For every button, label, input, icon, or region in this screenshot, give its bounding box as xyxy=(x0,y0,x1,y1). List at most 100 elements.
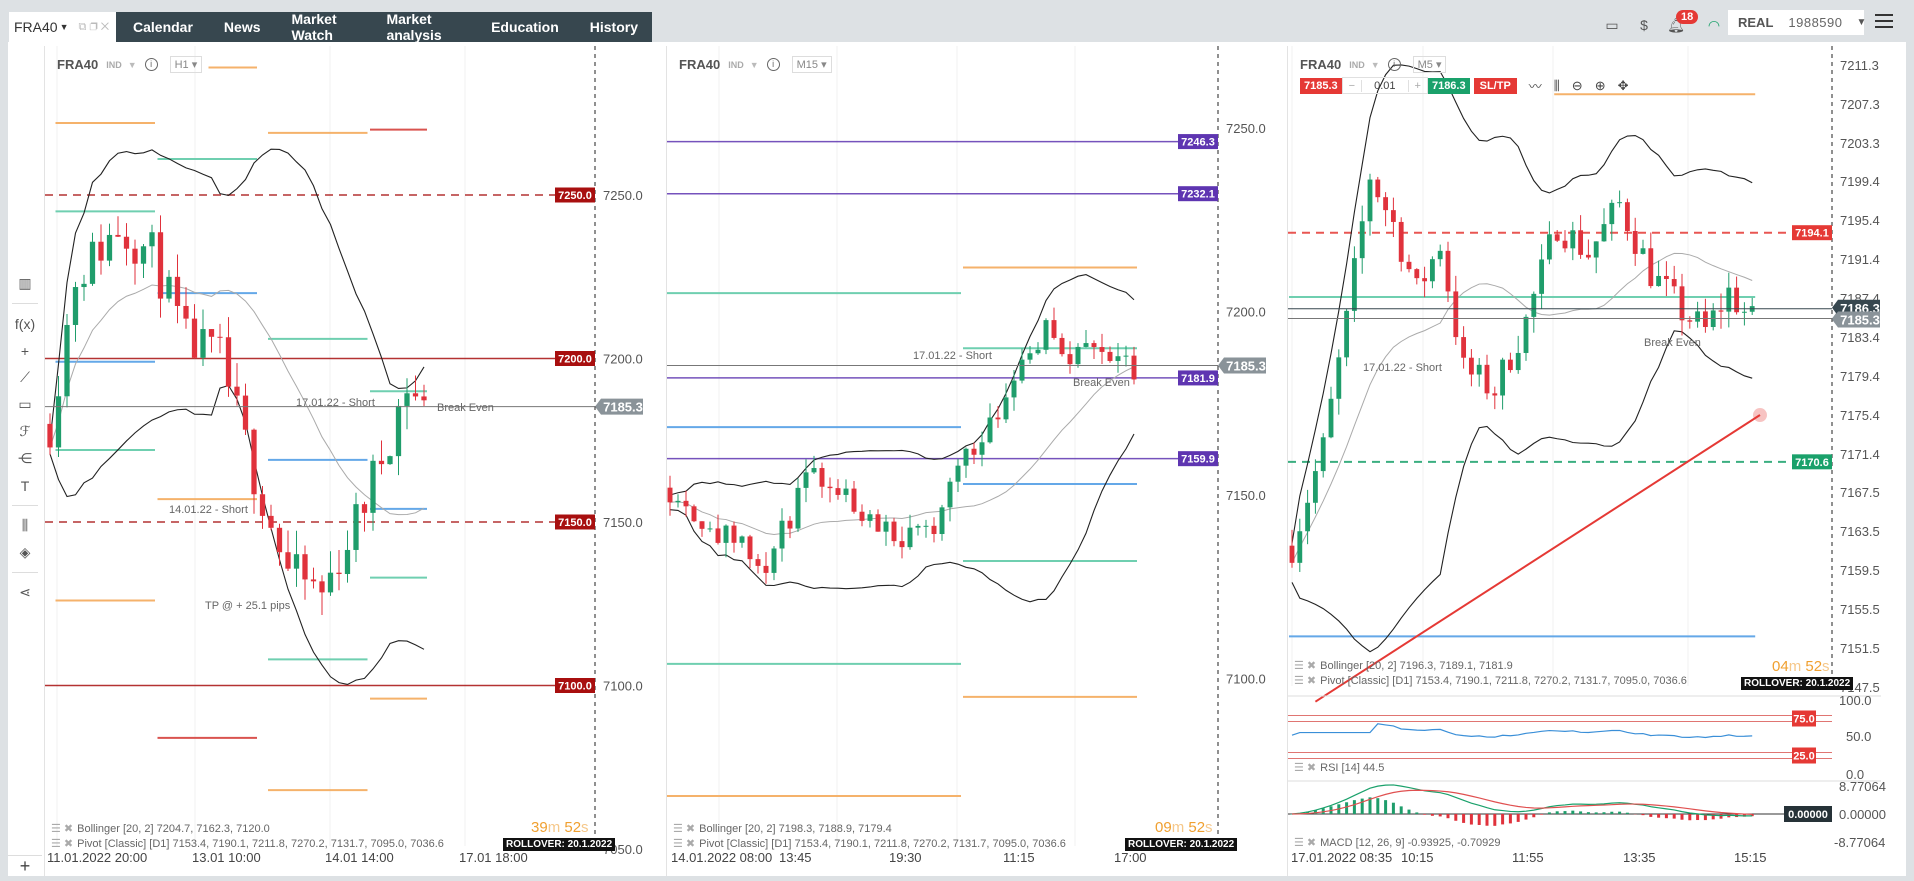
bollinger-legend[interactable]: ☰ ✖ Bollinger [20, 2] 7198.3, 7188.9, 717… xyxy=(673,822,892,835)
info-icon[interactable]: i xyxy=(766,58,780,71)
chart-panel-m5[interactable]: 7194.1 7170.6 7185.3 7211.3 7207.3 7203.3 7199… xyxy=(1287,46,1886,876)
drawing-toolbar: ▥ f(x) + ⟋ ▭ ℱ ⋲ T ⫼ ◈ ⋖ xyxy=(8,270,42,620)
settings-x-icon[interactable]: ☰ ✖ xyxy=(1294,675,1317,687)
chart-symbol[interactable]: FRA40 xyxy=(57,57,99,72)
candle-body xyxy=(217,336,223,338)
candle-body xyxy=(899,541,905,548)
chevron-down-icon[interactable]: ▼ xyxy=(1370,59,1380,70)
layers-icon[interactable]: ◈ xyxy=(19,544,31,560)
price-level-tag xyxy=(555,351,595,366)
bell-icon[interactable]: 🔔︎ 18 xyxy=(1664,10,1699,37)
zoom-in-icon[interactable]: ⊕ xyxy=(1594,77,1606,93)
macd-histogram-bar xyxy=(1430,814,1434,816)
trendline-tool-icon[interactable]: ⟋ xyxy=(20,369,30,385)
candle-body xyxy=(1367,179,1373,222)
volume-input[interactable]: 0.01 xyxy=(1361,79,1409,92)
candle-body xyxy=(242,395,249,430)
macd-histogram-bar xyxy=(1352,800,1356,814)
nav-news[interactable]: News xyxy=(223,19,261,35)
chart-canvas[interactable]: 7246.3 7232.1 7181.9 7159.9 7185.3 7250.0 7200… xyxy=(667,46,1277,876)
timeframe-select[interactable]: M5 ▾ xyxy=(1412,56,1447,73)
candles-settings-icon[interactable]: ⫼ xyxy=(21,517,29,533)
settings-x-icon[interactable]: ☰ ✖ xyxy=(673,838,696,850)
chart-panel-m15[interactable]: 7246.3 7232.1 7181.9 7159.9 7185.3 7250.0 7200… xyxy=(666,46,1276,876)
chart-symbol[interactable]: FRA40 xyxy=(679,57,721,72)
candle-body xyxy=(851,488,857,512)
macd-histogram-bar xyxy=(1477,814,1481,825)
candle-body xyxy=(811,468,817,473)
sell-button[interactable]: 7185.3 xyxy=(1300,77,1342,94)
nav-market-watch[interactable]: Market Watch xyxy=(291,11,337,43)
volume-stepper[interactable]: −0.01 + xyxy=(1341,77,1428,94)
instrument-tab[interactable]: FRA40 ▼ ⧉❐✕ xyxy=(9,12,116,42)
settings-x-icon[interactable]: ☰ ✖ xyxy=(1294,762,1317,774)
bollinger-legend[interactable]: ☰ ✖ Bollinger [20, 2] 7196.3, 7189.1, 718… xyxy=(1294,659,1513,672)
macd-histogram-bar xyxy=(1415,812,1419,814)
macd-legend[interactable]: ☰ ✖ MACD [12, 26, 9] -0.93925, -0.70929 xyxy=(1294,836,1501,849)
tab-window-controls-icon[interactable]: ⧉❐✕ xyxy=(78,20,113,33)
chart-header: FRA40 IND ▼ i H1 ▾ xyxy=(57,56,203,73)
buy-button[interactable]: 7186.3 xyxy=(1427,77,1470,94)
candles-icon[interactable]: ⫼ xyxy=(1553,77,1560,93)
pitchfork-tool-icon[interactable]: ⋲ xyxy=(18,450,32,466)
bollinger-upper-line xyxy=(49,148,425,441)
fibonacci-tool-icon[interactable]: ℱ xyxy=(19,423,31,439)
move-icon[interactable]: ✥ xyxy=(1617,77,1629,93)
zoom-out-icon[interactable]: ⊖ xyxy=(1571,77,1583,93)
candle-body xyxy=(89,241,96,284)
text-tool-icon[interactable]: T xyxy=(20,477,30,494)
timeframe-select[interactable]: M15 ▾ xyxy=(791,56,832,73)
chart-canvas[interactable]: 7194.1 7170.6 7185.3 7211.3 7207.3 7203.3 7199… xyxy=(1288,46,1881,876)
candle-body xyxy=(1320,437,1326,472)
price-axis-label: 7150.0 xyxy=(603,515,643,530)
nav-education[interactable]: Education xyxy=(491,19,559,35)
layout-icon[interactable]: ▭ xyxy=(1605,16,1619,33)
info-icon[interactable]: i xyxy=(144,58,158,71)
chevron-down-icon[interactable]: ▼ xyxy=(127,59,137,70)
nav-market-analysis[interactable]: Market analysis xyxy=(386,11,442,43)
candle-body xyxy=(1687,320,1693,322)
nav-calendar[interactable]: Calendar xyxy=(133,19,193,35)
indicators-fx-icon[interactable]: f(x) xyxy=(14,315,36,332)
hamburger-menu-icon[interactable] xyxy=(1875,14,1893,28)
settings-x-icon[interactable]: ☰ ✖ xyxy=(1294,837,1317,849)
nav-history[interactable]: History xyxy=(589,19,638,35)
macd-histogram-bar xyxy=(1399,806,1403,814)
bollinger-legend[interactable]: ☰ ✖ Bollinger [20, 2] 7204.7, 7162.3, 712… xyxy=(51,822,270,835)
pivot-legend[interactable]: ☰ ✖ Pivot [Classic] [D1] 7153.4, 7190.1, … xyxy=(1294,674,1687,687)
account-selector[interactable]: REAL 1988590 ▼ xyxy=(1728,10,1866,35)
rsi-legend[interactable]: ☰ ✖ RSI [14] 44.5 xyxy=(1294,761,1384,774)
increase-button[interactable]: + xyxy=(1414,79,1421,92)
macd-histogram-bar xyxy=(1446,814,1450,819)
decrease-button[interactable]: − xyxy=(1348,79,1356,92)
price-axis-label: 7195.4 xyxy=(1840,213,1880,228)
candle-body xyxy=(200,329,206,358)
chevron-down-icon[interactable]: ▼ xyxy=(749,59,759,70)
settings-x-icon[interactable]: ☰ ✖ xyxy=(673,823,696,835)
line-chart-icon[interactable]: 〰 xyxy=(1528,79,1542,94)
chart-symbol[interactable]: FRA40 xyxy=(1300,57,1342,72)
pivot-legend[interactable]: ☰ ✖ Pivot [Classic] [D1] 7153.4, 7190.1, … xyxy=(51,837,444,850)
chart-type-icon[interactable]: ▥ xyxy=(18,275,32,291)
info-icon[interactable]: i xyxy=(1387,58,1401,71)
add-chart-button[interactable]: + xyxy=(8,855,42,877)
share-icon[interactable]: ⋖ xyxy=(19,584,31,600)
pivot-legend[interactable]: ☰ ✖ Pivot [Classic] [D1] 7153.4, 7190.1, … xyxy=(673,837,1066,850)
rectangle-tool-icon[interactable]: ▭ xyxy=(18,396,32,412)
chevron-down-icon[interactable]: ▼ xyxy=(59,22,69,32)
dollar-signal-icon[interactable]: $ xyxy=(1640,17,1648,33)
candle-body xyxy=(1011,380,1017,398)
sl-tp-button[interactable]: SL/TP xyxy=(1473,77,1517,94)
candle-body xyxy=(1734,287,1740,313)
candle-body xyxy=(915,525,921,528)
settings-x-icon[interactable]: ☰ ✖ xyxy=(51,838,74,850)
crosshair-icon[interactable]: + xyxy=(20,342,30,359)
chart-canvas[interactable]: 7250.0 7200.0 7150.0 7100.0 7185.3 7250.0 7200… xyxy=(45,46,660,876)
settings-x-icon[interactable]: ☰ ✖ xyxy=(1294,660,1317,672)
candle-body xyxy=(1083,343,1089,347)
chart-panel-h1[interactable]: 7250.0 7200.0 7150.0 7100.0 7185.3 7250.0 7200… xyxy=(44,46,659,876)
timeframe-select[interactable]: H1 ▾ xyxy=(169,56,203,73)
candle-body xyxy=(779,520,785,549)
candle-body xyxy=(1570,230,1576,249)
settings-x-icon[interactable]: ☰ ✖ xyxy=(51,823,74,835)
